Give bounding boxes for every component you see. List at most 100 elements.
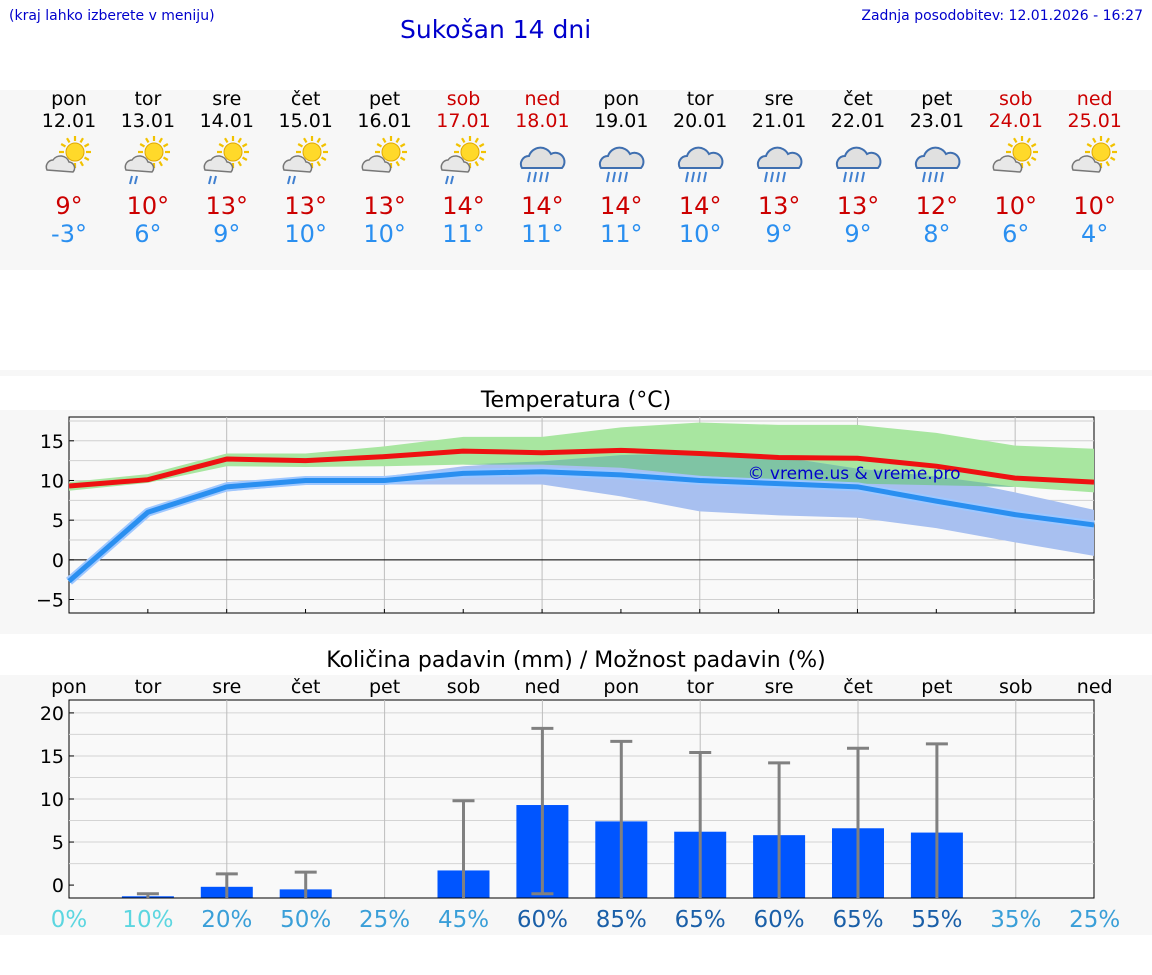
category-label: ned bbox=[525, 676, 561, 698]
day-date: 14.01 bbox=[199, 110, 254, 132]
y-tick-label: 20 bbox=[40, 703, 64, 725]
precipitation-probability: 25% bbox=[359, 907, 410, 933]
forecast-day: pet 16.01 13° 10° bbox=[345, 88, 425, 248]
day-max-temp: 9° bbox=[55, 192, 83, 220]
forecast-day: sre 14.01 13° 9° bbox=[187, 88, 267, 248]
y-tick-label: 15 bbox=[40, 431, 64, 453]
day-name: čet bbox=[290, 88, 321, 110]
day-name: pon bbox=[51, 88, 87, 110]
day-date: 19.01 bbox=[594, 110, 649, 132]
temperature-chart: −5 0 5 10 15 © vreme.us & vreme.pro bbox=[36, 416, 1095, 614]
day-name: ned bbox=[1076, 88, 1113, 110]
last-updated: Zadnja posodobitev: 12.01.2026 - 16:27 bbox=[861, 8, 1143, 24]
day-name: sob bbox=[999, 88, 1033, 110]
sun-cloud-icon bbox=[1071, 136, 1117, 173]
y-tick-label: −5 bbox=[36, 590, 64, 612]
precipitation-probability: 65% bbox=[832, 907, 883, 933]
day-min-temp: 11° bbox=[521, 220, 564, 248]
day-min-temp: 11° bbox=[600, 220, 643, 248]
precipitation-probability: 20% bbox=[201, 907, 252, 933]
day-min-temp: 9° bbox=[213, 220, 241, 248]
watermark: © vreme.us & vreme.pro bbox=[747, 464, 960, 484]
day-min-temp: 6° bbox=[134, 220, 162, 248]
day-min-temp: 10° bbox=[284, 220, 327, 248]
max-temperature-line bbox=[68, 447, 1095, 489]
sun-cloud-rain-icon bbox=[124, 136, 170, 185]
forecast-day: ned 18.01 14° 11° bbox=[502, 88, 582, 248]
day-max-temp: 14° bbox=[521, 192, 564, 220]
day-date: 20.01 bbox=[672, 110, 728, 132]
forecast-day: pon 12.01 9° -3° bbox=[29, 88, 109, 248]
day-min-temp: 4° bbox=[1081, 220, 1109, 248]
forecast-day: pon 19.01 14° 11° bbox=[581, 88, 661, 248]
day-name: pet bbox=[921, 88, 953, 110]
y-tick-label: 10 bbox=[40, 470, 64, 492]
day-date: 22.01 bbox=[830, 110, 886, 132]
precipitation-probability: 60% bbox=[517, 907, 568, 933]
day-name: sre bbox=[764, 88, 794, 110]
category-label: pon bbox=[603, 676, 639, 698]
precipitation-probability: 60% bbox=[754, 907, 805, 933]
precipitation-probability: 0% bbox=[51, 907, 88, 933]
day-date: 16.01 bbox=[357, 110, 412, 132]
min-temperature-line bbox=[67, 469, 1095, 584]
location-hint: (kraj lahko izberete v meniju) bbox=[9, 8, 215, 24]
category-label: čet bbox=[843, 676, 873, 698]
cloud-rain-icon bbox=[835, 146, 882, 183]
category-label: sob bbox=[999, 676, 1033, 698]
precipitation-probability: 50% bbox=[280, 907, 331, 933]
sun-cloud-icon bbox=[45, 136, 91, 173]
temperature-chart-title: Temperatura (°C) bbox=[480, 388, 672, 413]
day-date: 13.01 bbox=[120, 110, 176, 132]
day-min-temp: 8° bbox=[923, 220, 951, 248]
day-min-temp: 9° bbox=[765, 220, 793, 248]
cloud-rain-icon bbox=[520, 146, 566, 183]
day-max-temp: 10° bbox=[994, 192, 1038, 220]
day-min-temp: 10° bbox=[678, 220, 722, 248]
precipitation-probability: 10% bbox=[122, 907, 173, 933]
day-name: ned bbox=[524, 88, 561, 110]
day-max-temp: 12° bbox=[915, 192, 959, 220]
day-max-temp: 13° bbox=[757, 192, 801, 220]
forecast-day: sre 21.01 13° 9° bbox=[739, 88, 819, 248]
forecast-panel bbox=[0, 90, 1152, 270]
day-date: 12.01 bbox=[41, 110, 97, 132]
precipitation-chart-title: Količina padavin (mm) / Možnost padavin … bbox=[326, 648, 826, 673]
day-date: 24.01 bbox=[988, 110, 1043, 132]
day-name: tor bbox=[134, 88, 162, 110]
sun-cloud-rain-icon bbox=[282, 136, 328, 185]
day-max-temp: 10° bbox=[126, 192, 170, 220]
day-min-temp: 6° bbox=[1002, 220, 1030, 248]
day-name: pet bbox=[368, 88, 401, 110]
forecast-day: sob 24.01 10° 6° bbox=[976, 88, 1056, 248]
category-label: ned bbox=[1077, 676, 1113, 698]
precipitation-probability: 85% bbox=[596, 907, 647, 933]
precipitation-probability: 65% bbox=[675, 907, 726, 933]
forecast-day: ned 25.01 10° 4° bbox=[1055, 88, 1135, 248]
y-tick-label: 5 bbox=[52, 832, 64, 854]
day-name: sre bbox=[212, 88, 242, 110]
sun-cloud-icon bbox=[992, 136, 1038, 173]
day-max-temp: 14° bbox=[600, 192, 643, 220]
y-tick-label: 0 bbox=[52, 550, 64, 572]
forecast-day: čet 22.01 13° 9° bbox=[818, 88, 898, 248]
forecast-day: čet 15.01 13° 10° bbox=[266, 88, 346, 248]
category-label: tor bbox=[687, 676, 714, 698]
forecast-day: tor 20.01 14° 10° bbox=[660, 88, 740, 248]
category-label: tor bbox=[134, 676, 161, 698]
sun-cloud-rain-icon bbox=[203, 136, 249, 185]
precipitation-probability: 25% bbox=[1069, 907, 1120, 933]
cloud-rain-icon bbox=[757, 146, 803, 183]
category-label: pet bbox=[921, 676, 952, 698]
day-date: 25.01 bbox=[1067, 110, 1122, 132]
day-name: čet bbox=[843, 88, 873, 110]
day-date: 18.01 bbox=[515, 110, 570, 132]
day-date: 23.01 bbox=[909, 110, 965, 132]
sun-cloud-rain-icon bbox=[440, 136, 486, 185]
day-max-temp: 13° bbox=[836, 192, 880, 220]
precipitation-probability: 55% bbox=[911, 907, 962, 933]
day-max-temp: 13° bbox=[205, 192, 249, 220]
precipitation-probability: 45% bbox=[438, 907, 489, 933]
day-max-temp: 14° bbox=[442, 192, 485, 220]
y-tick-label: 10 bbox=[40, 789, 64, 811]
